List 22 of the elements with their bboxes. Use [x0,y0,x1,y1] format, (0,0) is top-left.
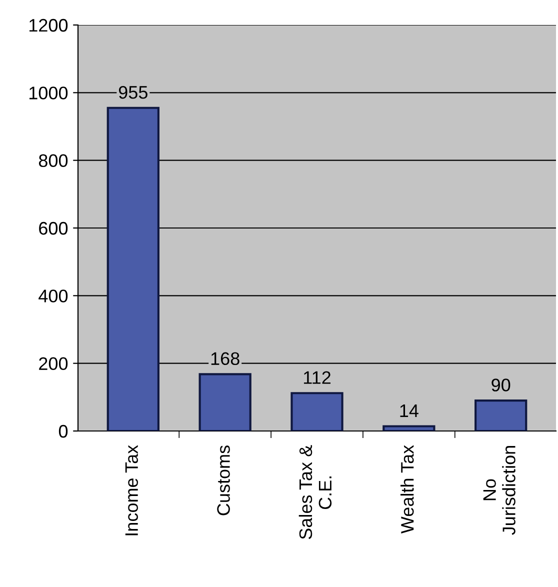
data-label: 168 [211,352,240,366]
x-tick-label: Wealth Tax [400,445,414,534]
y-tick-label: 0 [58,424,68,438]
data-label: 14 [400,404,418,417]
data-label: 90 [492,378,510,392]
bar [474,400,528,431]
bar [290,392,344,431]
x-tick-label: No Jurisdiction [483,446,516,535]
y-tick-label: 400 [38,290,68,302]
x-tick-label: Sales Tax & C.E. [298,445,332,540]
y-tick-label: 800 [38,154,68,168]
y-tick-label: 600 [39,222,68,235]
y-tick-label: 1000 [29,86,68,100]
x-tick-label: Income Tax [125,445,138,536]
x-tick-label: Customs [217,446,230,516]
bar [382,425,436,431]
bar [198,373,252,431]
data-label: 955 [118,86,148,99]
data-label: 112 [304,371,330,384]
y-tick-label: 1200 [29,18,68,32]
bar [106,106,160,431]
y-tick-label: 200 [39,357,68,370]
